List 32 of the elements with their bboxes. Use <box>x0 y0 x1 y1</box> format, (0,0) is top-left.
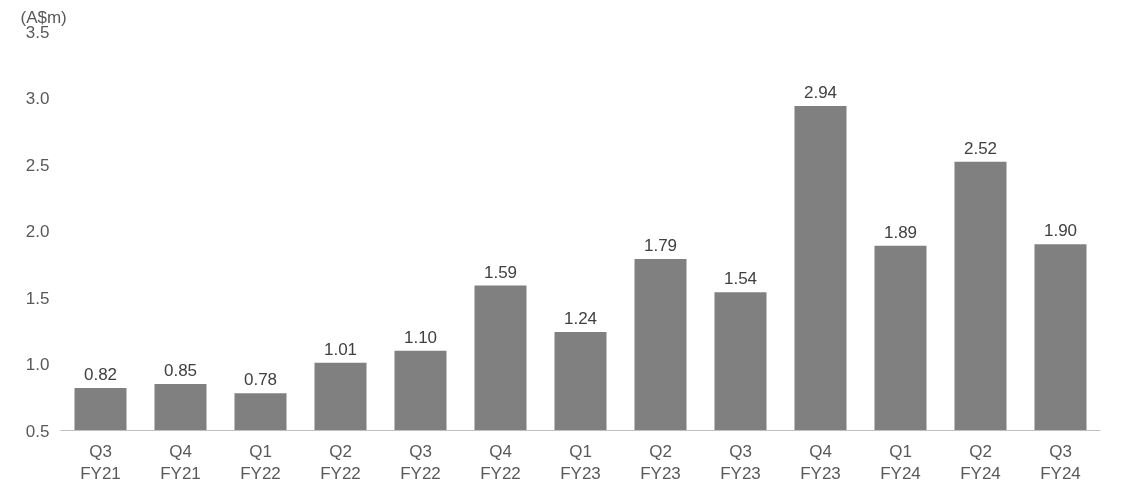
x-tick-label: Q3 FY22 <box>400 441 441 484</box>
data-label: 1.01 <box>323 339 358 359</box>
x-tick-label: Q4 FY21 <box>160 441 201 484</box>
x-tick-label: Q1 FY23 <box>560 441 601 484</box>
data-label: 0.85 <box>163 360 198 380</box>
x-tick-label: Q2 FY24 <box>960 441 1001 484</box>
data-label: 1.90 <box>1043 221 1078 241</box>
x-tick-label: Q2 FY23 <box>640 441 681 484</box>
x-tick-label: Q1 FY24 <box>880 441 921 484</box>
data-label: 1.59 <box>483 262 518 282</box>
y-tick-label: 1.5 <box>25 288 50 308</box>
data-label: 1.89 <box>883 222 918 242</box>
y-tick-label: 2.0 <box>25 222 50 241</box>
x-tick-label: Q3 FY23 <box>720 441 761 484</box>
data-label: 1.79 <box>643 235 678 255</box>
data-label: 2.52 <box>963 138 998 158</box>
x-tick-label: Q3 FY24 <box>1040 441 1081 484</box>
y-tick-label: 2.5 <box>25 155 50 175</box>
x-tick-label: Q4 FY22 <box>480 441 521 484</box>
data-label: 2.94 <box>803 82 838 102</box>
x-tick-label: Q3 FY21 <box>80 441 121 484</box>
data-label: 1.10 <box>403 327 438 347</box>
y-tick-label: 1.0 <box>25 355 50 374</box>
x-tick-label: Q4 FY23 <box>800 441 841 484</box>
data-label: 1.24 <box>563 309 598 329</box>
data-label: 0.78 <box>243 370 278 390</box>
x-tick-label: Q2 FY22 <box>320 441 361 484</box>
y-tick-label: 3.0 <box>25 89 50 108</box>
data-label: 0.82 <box>83 364 118 384</box>
data-label: 1.54 <box>723 269 758 289</box>
y-tick-label: 0.5 <box>25 421 50 441</box>
x-tick-label: Q1 FY22 <box>240 441 281 484</box>
